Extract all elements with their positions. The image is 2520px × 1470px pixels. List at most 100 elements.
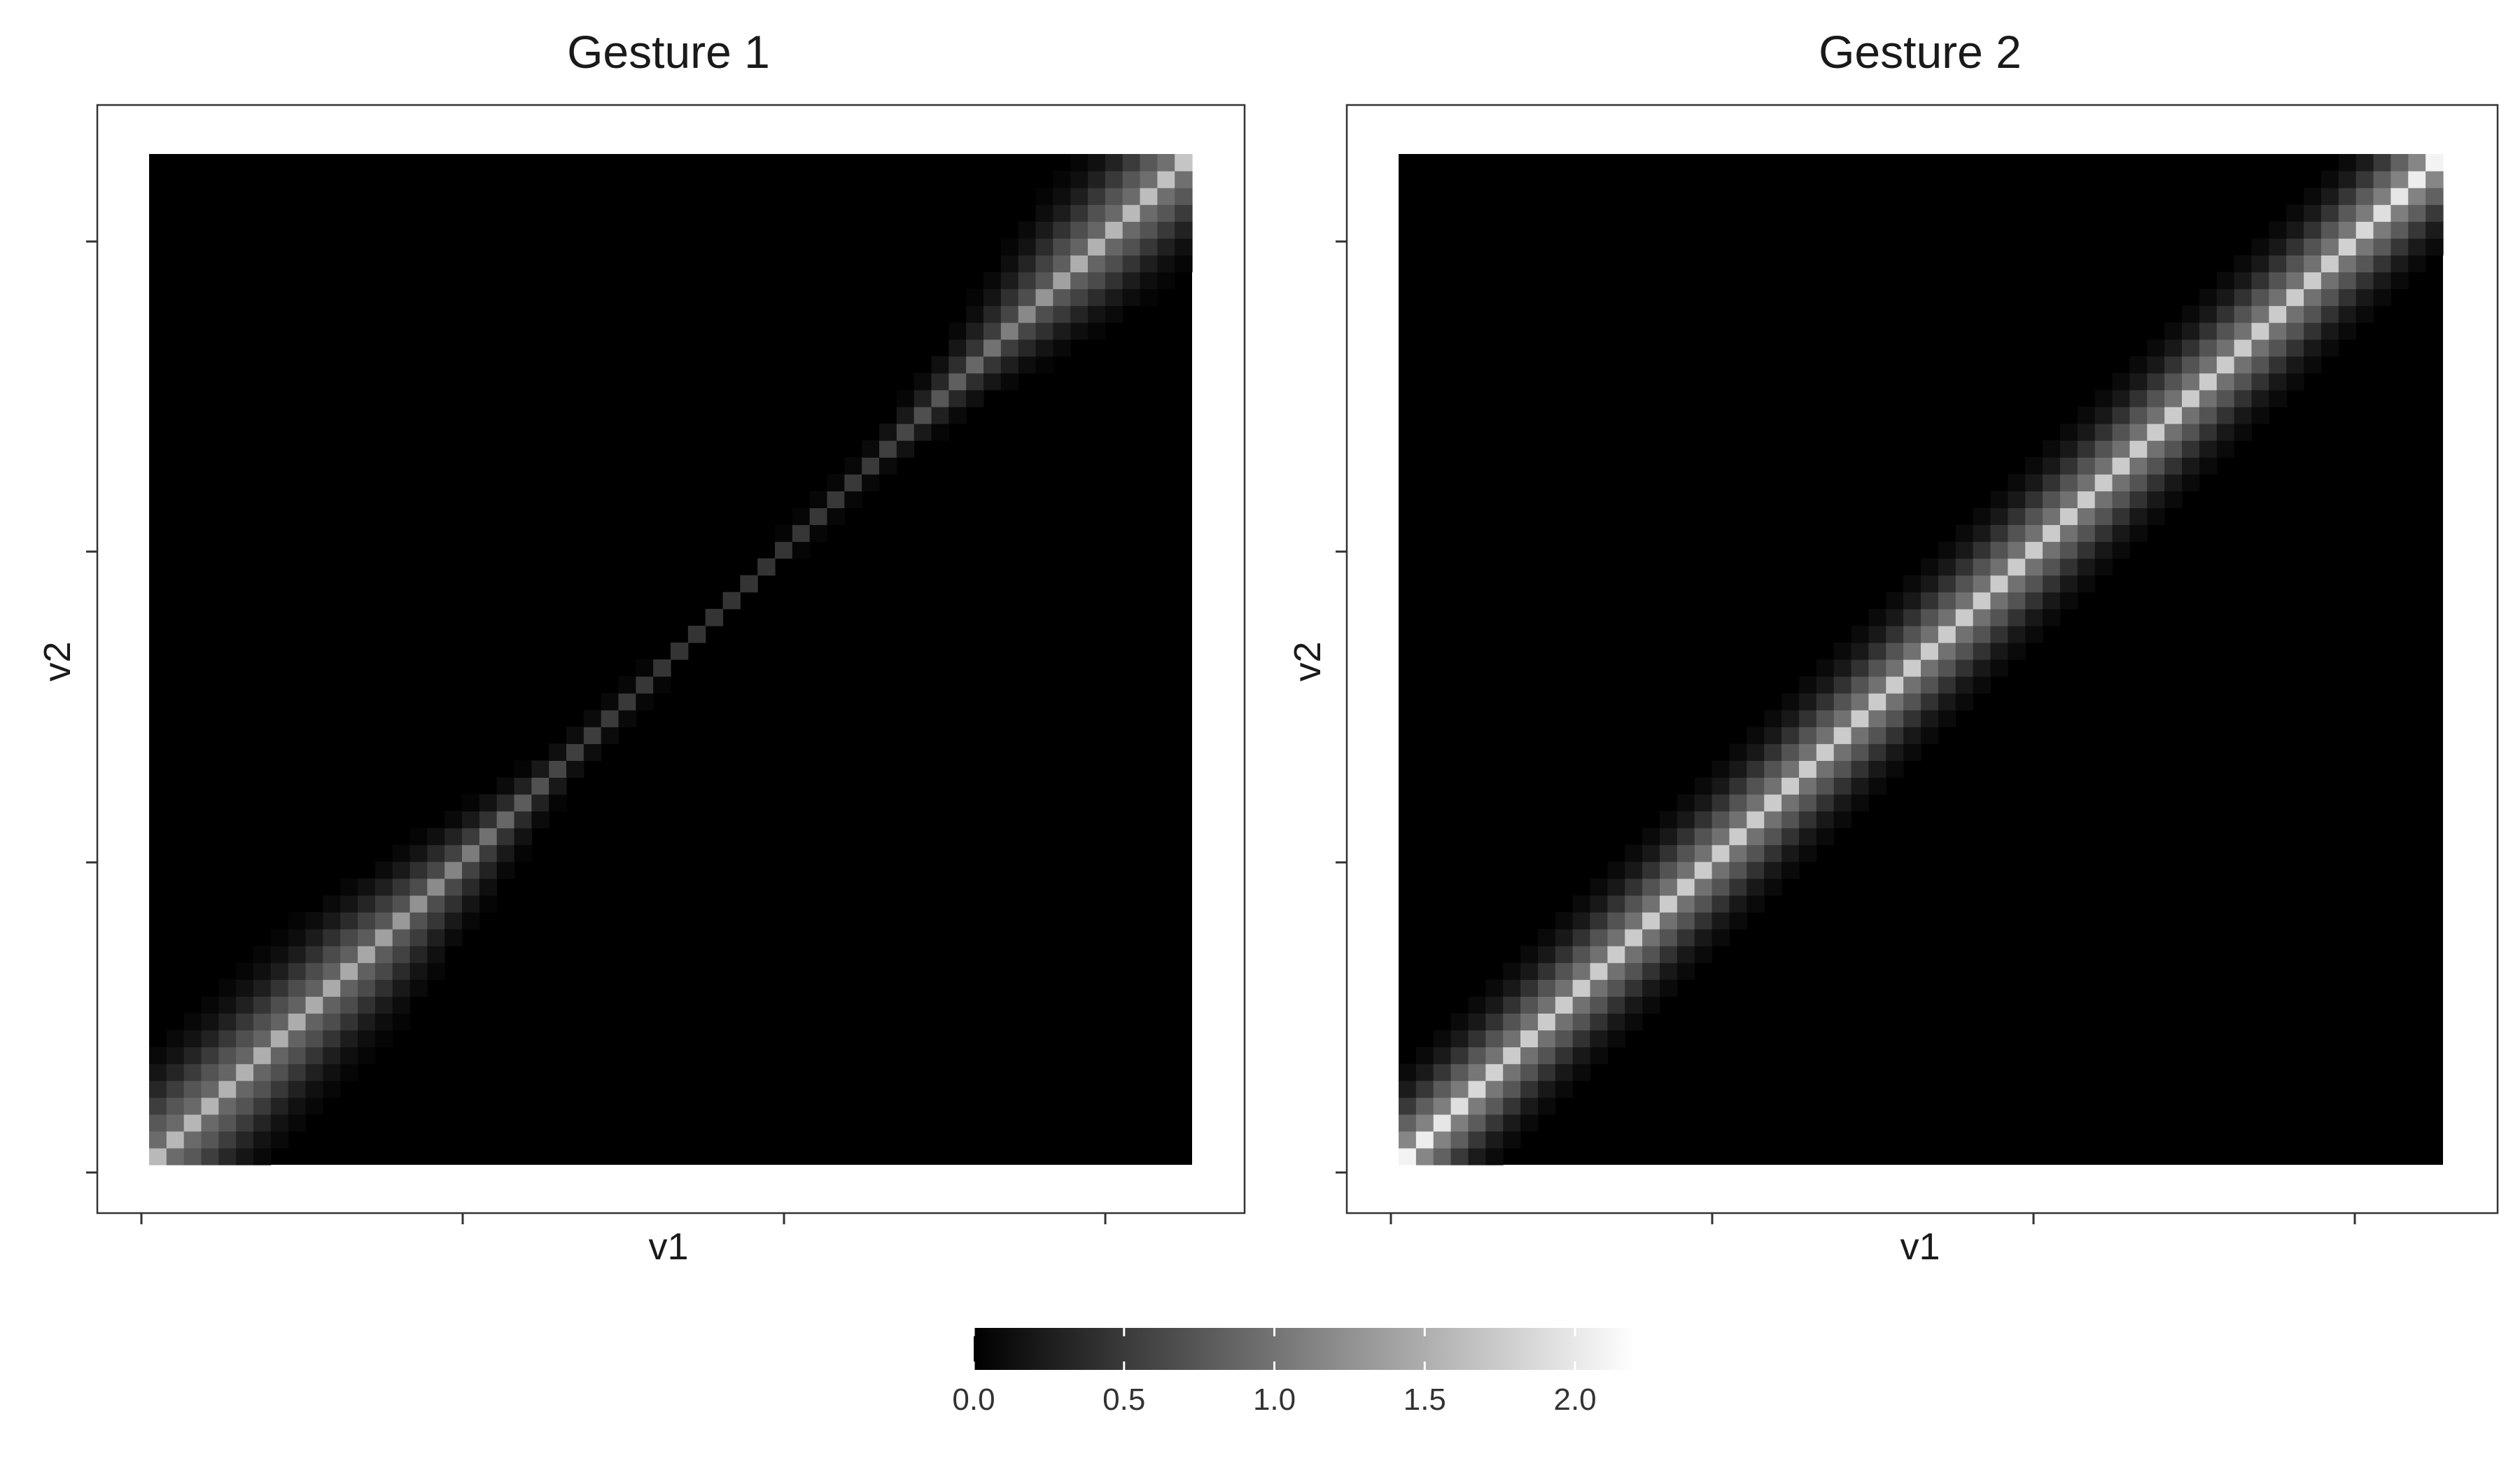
heatmap-cell xyxy=(392,996,411,1014)
heatmap-cell xyxy=(2426,171,2444,188)
heatmap-cell xyxy=(1105,204,1124,222)
heatmap-cell xyxy=(2216,440,2235,458)
heatmap-cell xyxy=(2182,424,2200,441)
heatmap-cell xyxy=(653,676,671,694)
heatmap-cell xyxy=(1433,1063,1452,1082)
heatmap-cell xyxy=(1973,507,1991,526)
heatmap-cell xyxy=(236,962,254,980)
heatmap-cell xyxy=(1816,659,1835,677)
heatmap-cell xyxy=(1555,1063,1574,1082)
heatmap-cell xyxy=(1798,743,1817,761)
heatmap-cell xyxy=(270,1063,289,1082)
heatmap-cell xyxy=(1833,727,1852,744)
heatmap-cell xyxy=(236,1097,254,1115)
heatmap-cell xyxy=(1833,760,1852,778)
heatmap-cell xyxy=(1590,1046,1608,1065)
heatmap-cell xyxy=(2043,592,2061,610)
heatmap-cell xyxy=(1694,777,1713,795)
heatmap-cell xyxy=(323,946,341,963)
heatmap-cell xyxy=(2129,474,2148,491)
heatmap-cell xyxy=(218,996,237,1014)
heatmap-cell xyxy=(1157,238,1175,255)
heatmap-cell xyxy=(2373,238,2391,255)
heatmap-cell xyxy=(2373,204,2391,222)
heatmap-cell xyxy=(1973,676,1991,694)
heatmap-cell xyxy=(462,861,480,879)
heatmap-cell xyxy=(2234,272,2253,290)
heatmap-cell xyxy=(948,372,967,391)
heatmap-cell xyxy=(374,962,393,980)
heatmap-cell xyxy=(2147,507,2165,526)
heatmap-cell xyxy=(270,1013,289,1031)
heatmap-cell xyxy=(1642,844,1660,862)
heatmap-cell xyxy=(1625,946,1643,963)
heatmap-cell xyxy=(1660,912,1678,930)
heatmap-cell xyxy=(1764,861,1782,879)
heatmap-cell xyxy=(1468,1147,1486,1166)
heatmap-cell xyxy=(183,1097,202,1115)
heatmap-cell xyxy=(2164,372,2183,391)
heatmap-cell xyxy=(305,1063,323,1082)
heatmap-cell xyxy=(1973,558,1991,576)
heatmap-cell xyxy=(462,827,480,846)
heatmap-cell xyxy=(1833,794,1852,812)
heatmap-cell xyxy=(323,912,341,930)
heatmap-cell xyxy=(1088,188,1106,205)
heatmap-cell xyxy=(1938,710,1956,727)
heatmap-cell xyxy=(2077,575,2096,593)
heatmap-cell xyxy=(2234,356,2253,374)
heatmap-cell xyxy=(2077,541,2096,559)
heatmap-cell xyxy=(1572,979,1591,997)
heatmap-cell xyxy=(1746,743,1765,761)
heatmap-cell xyxy=(2216,305,2235,323)
heatmap-cell xyxy=(913,424,932,441)
heatmap-cell xyxy=(1886,727,1904,744)
heatmap-cell xyxy=(2320,305,2339,323)
heatmap-cell xyxy=(1537,1046,1556,1065)
heatmap-cell xyxy=(323,996,341,1014)
heatmap-cell xyxy=(1018,305,1037,323)
heatmap-cell xyxy=(2094,424,2113,441)
heatmap-cell xyxy=(444,929,463,946)
heatmap-cell xyxy=(2216,389,2235,407)
heatmap-cell xyxy=(1035,238,1054,255)
heatmap-cell xyxy=(1018,221,1037,239)
heatmap-cell xyxy=(1729,861,1747,879)
heatmap-cell xyxy=(1503,979,1521,997)
heatmap-cell xyxy=(2199,440,2218,458)
heatmap-cell xyxy=(1955,558,1974,576)
heatmap-cell xyxy=(1712,861,1730,879)
heatmap-cell xyxy=(1175,221,1193,239)
heatmap-cell xyxy=(1694,912,1713,930)
heatmap-cell xyxy=(1070,272,1088,290)
heatmap-cell xyxy=(183,1080,202,1098)
heatmap-cell xyxy=(896,389,915,407)
heatmap-cell xyxy=(1712,844,1730,862)
heatmap-cell xyxy=(2199,356,2218,374)
heatmap-cell xyxy=(1468,1130,1486,1149)
heatmap-cell xyxy=(896,440,915,458)
heatmap-cell xyxy=(358,996,376,1014)
heatmap-cell xyxy=(2269,221,2287,239)
heatmap-cell xyxy=(1782,743,1800,761)
heatmap-cell xyxy=(514,777,532,795)
heatmap-cell xyxy=(1729,878,1747,896)
heatmap-cell xyxy=(983,356,1002,374)
heatmap-cell xyxy=(601,693,620,710)
heatmap-cell xyxy=(775,541,793,559)
heatmap-cell xyxy=(1676,962,1695,980)
heatmap-cell xyxy=(2043,440,2061,458)
heatmap-cell xyxy=(1676,929,1695,946)
heatmap-cell xyxy=(1537,946,1556,963)
heatmap-cell xyxy=(374,946,393,963)
heatmap-cell xyxy=(2164,424,2183,441)
heatmap-cell xyxy=(1921,693,1939,710)
heatmap-cell xyxy=(462,895,480,913)
heatmap-cell xyxy=(2112,372,2130,391)
heatmap-cell xyxy=(323,929,341,946)
heatmap-cell xyxy=(2373,154,2391,172)
heatmap-cell xyxy=(531,777,550,795)
heatmap-cell xyxy=(1468,996,1486,1014)
heatmap-cell xyxy=(1537,929,1556,946)
